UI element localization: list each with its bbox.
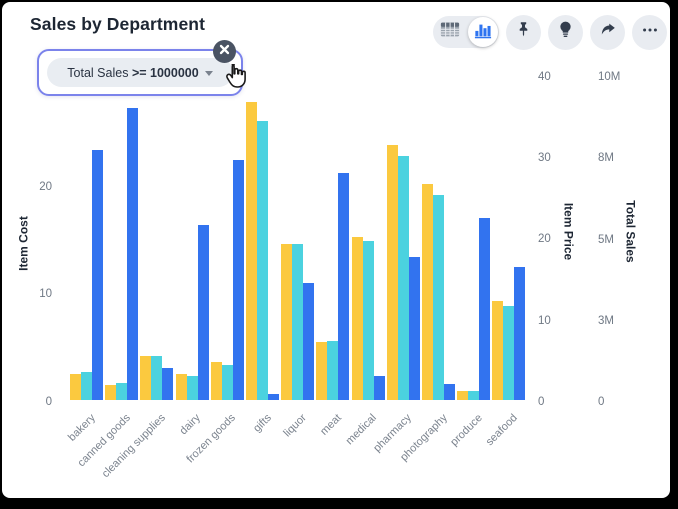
y-tick-label: 0 xyxy=(538,396,545,408)
bar-total-sales-liquor[interactable] xyxy=(303,283,315,400)
y-tick-label: 3M xyxy=(598,314,614,327)
bar-item-cost-frozen-goods[interactable] xyxy=(210,362,222,400)
bar-item-cost-bakery[interactable] xyxy=(70,374,81,400)
pin-icon xyxy=(514,20,533,44)
y-tick-label: 0 xyxy=(598,396,605,408)
y-tick-label: 5M xyxy=(598,233,614,246)
bar-chart-icon xyxy=(474,21,492,44)
bar-item-price-medical[interactable] xyxy=(362,241,374,400)
bar-item-cost-pharmacy[interactable] xyxy=(386,145,398,400)
bar-item-cost-produce[interactable] xyxy=(457,391,469,400)
bar-item-price-frozen-goods[interactable] xyxy=(221,365,233,400)
page-title: Sales by Department xyxy=(30,14,206,34)
table-icon xyxy=(440,21,460,43)
y-tick-label: 20 xyxy=(538,233,551,246)
bar-total-sales-gifts[interactable] xyxy=(268,393,279,400)
bar-item-cost-cleaning-supplies[interactable] xyxy=(140,355,152,400)
bar-total-sales-cleaning-supplies[interactable] xyxy=(162,367,174,400)
y-tick-label: 8M xyxy=(598,152,614,165)
bar-item-price-cleaning-supplies[interactable] xyxy=(151,356,163,400)
y-axis-title-item-cost: Item Cost xyxy=(16,216,31,271)
bar-total-sales-bakery[interactable] xyxy=(92,149,103,400)
filter-chip-pill[interactable]: Total Sales >= 1000000 xyxy=(47,58,233,87)
y-tick-label: 0 xyxy=(45,396,52,408)
view-toggle xyxy=(433,16,499,48)
toolbar xyxy=(433,14,667,50)
bar-item-cost-dairy[interactable] xyxy=(175,374,187,400)
bar-item-price-bakery[interactable] xyxy=(81,372,92,400)
y-tick-label: 10 xyxy=(538,314,551,327)
ellipsis-icon xyxy=(640,20,660,45)
bar-item-cost-medical[interactable] xyxy=(351,236,363,400)
filter-chip-label: Total Sales >= 1000000 xyxy=(67,65,199,80)
close-icon xyxy=(213,38,236,66)
bar-item-cost-gifts[interactable] xyxy=(246,102,257,400)
share-button[interactable] xyxy=(590,14,625,50)
y-tick-label: 20 xyxy=(39,180,52,193)
bar-item-price-meat[interactable] xyxy=(327,341,339,400)
bar-item-cost-seafood[interactable] xyxy=(492,301,504,400)
y-axis-title-item-price: Item Price xyxy=(561,202,576,261)
filter-chip[interactable]: Total Sales >= 1000000 xyxy=(37,49,243,96)
bar-total-sales-photography[interactable] xyxy=(444,383,455,400)
bar-item-cost-photography[interactable] xyxy=(422,183,433,400)
bar-item-cost-liquor[interactable] xyxy=(281,244,293,400)
lightbulb-icon xyxy=(556,19,575,45)
y-axis-title-total-sales: Total Sales xyxy=(623,200,638,263)
filter-close-button[interactable] xyxy=(213,40,236,63)
bar-chart: bakery canned goods cleaning supplies dairy… xyxy=(2,2,670,498)
bar-item-price-gifts[interactable] xyxy=(257,121,268,400)
y-tick-label: 10 xyxy=(39,288,52,301)
chevron-down-icon[interactable] xyxy=(204,71,213,76)
bar-total-sales-canned-goods[interactable] xyxy=(127,107,139,400)
y-tick-label: 40 xyxy=(538,70,551,83)
bar-total-sales-meat[interactable] xyxy=(338,172,350,400)
bar-total-sales-produce[interactable] xyxy=(479,218,491,400)
y-tick-label: 30 xyxy=(538,152,551,164)
bar-item-price-pharmacy[interactable] xyxy=(397,156,409,400)
bar-total-sales-seafood[interactable] xyxy=(514,266,526,400)
answer-card: Sales by Department xyxy=(2,2,670,498)
bar-total-sales-frozen-goods[interactable] xyxy=(232,159,244,400)
filter-chip-condition: >= 1000000 xyxy=(131,65,199,80)
y-tick-label: 10M xyxy=(598,71,621,83)
chart-view-button[interactable] xyxy=(468,17,498,47)
bar-total-sales-dairy[interactable] xyxy=(197,224,209,400)
insights-button[interactable] xyxy=(548,14,583,50)
pin-button[interactable] xyxy=(506,14,541,50)
bar-item-price-dairy[interactable] xyxy=(186,375,198,400)
bar-item-price-seafood[interactable] xyxy=(503,305,515,400)
bar-item-price-photography[interactable] xyxy=(433,195,444,400)
bar-item-cost-meat[interactable] xyxy=(316,341,328,400)
more-options-button[interactable] xyxy=(632,14,667,50)
bar-total-sales-pharmacy[interactable] xyxy=(408,257,420,400)
bar-item-price-liquor[interactable] xyxy=(292,243,304,400)
bar-item-price-canned-goods[interactable] xyxy=(116,382,128,400)
table-view-button[interactable] xyxy=(433,16,466,48)
bar-item-cost-canned-goods[interactable] xyxy=(105,384,117,400)
share-arrow-icon xyxy=(598,20,618,44)
bar-total-sales-medical[interactable] xyxy=(373,375,385,400)
bar-item-price-produce[interactable] xyxy=(468,391,480,400)
